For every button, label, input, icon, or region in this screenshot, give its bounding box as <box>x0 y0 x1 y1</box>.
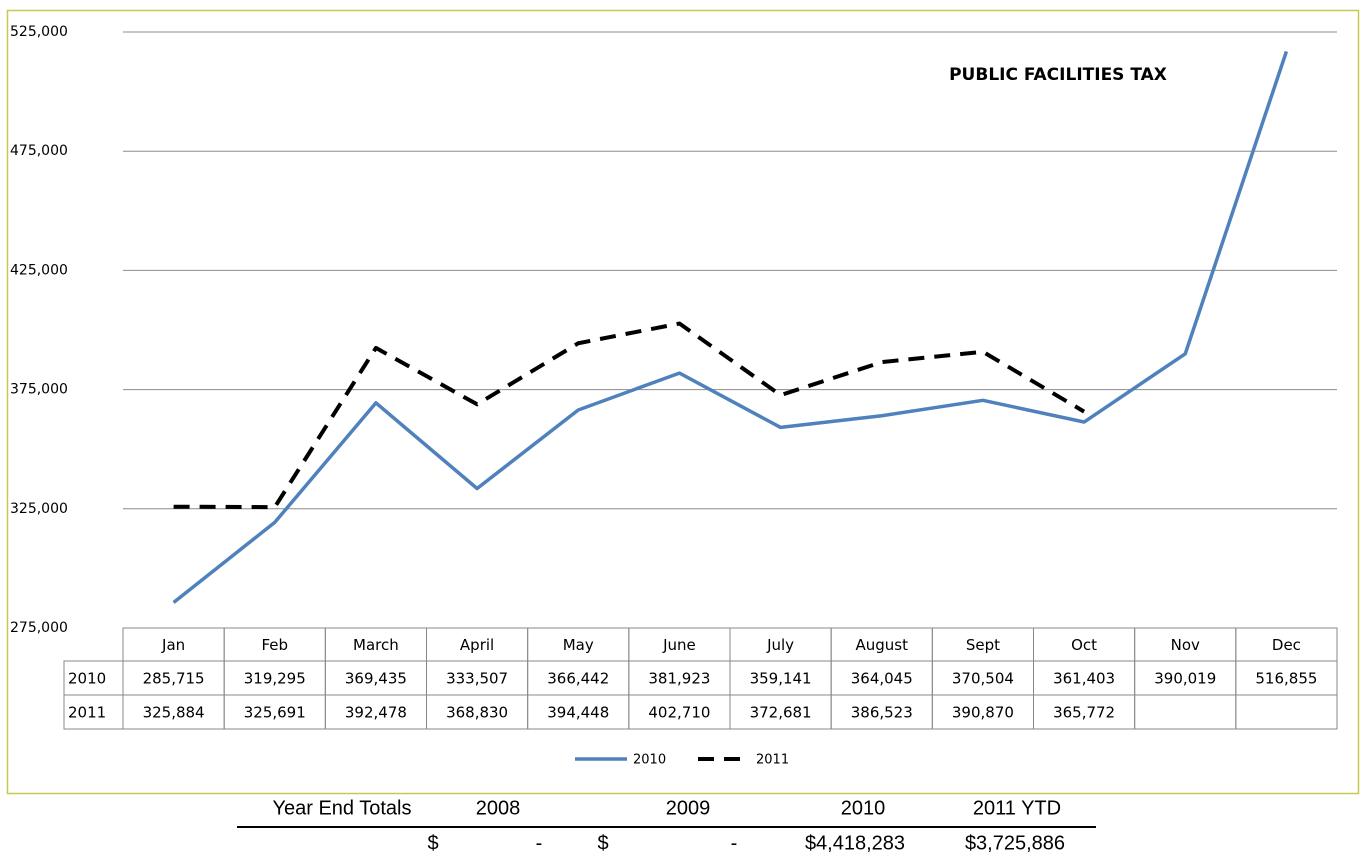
table-value: 319,295 <box>244 670 306 688</box>
table-value: 392,478 <box>345 704 407 722</box>
totals-header: 2008 <box>476 797 521 819</box>
legend-label: 2011 <box>756 753 789 768</box>
table-cell <box>1235 694 1338 730</box>
table-value: 333,507 <box>446 670 508 688</box>
totals-header: Year End Totals <box>273 797 412 819</box>
totals-cell: $ <box>427 832 438 854</box>
table-value: 390,870 <box>952 704 1014 722</box>
totals-header: 2010 <box>841 797 886 819</box>
y-tick-label: 525,000 <box>10 24 68 40</box>
y-tick-label: 425,000 <box>10 262 68 278</box>
x-tick-label: August <box>856 636 909 654</box>
y-tick-label: 475,000 <box>10 143 68 159</box>
x-tick-label: Nov <box>1171 636 1200 654</box>
table-value: 364,045 <box>851 670 913 688</box>
totals-cell: - <box>536 832 543 854</box>
table-value: 370,504 <box>952 670 1014 688</box>
x-tick-label: Jan <box>161 636 185 654</box>
totals-cell: $ <box>597 832 608 854</box>
totals-cell: $3,725,886 <box>965 832 1065 854</box>
table-value: 394,448 <box>547 704 609 722</box>
table-value: 285,715 <box>143 670 205 688</box>
x-tick-label: June <box>662 636 696 654</box>
y-tick-label: 325,000 <box>10 501 68 517</box>
table-value: 381,923 <box>648 670 710 688</box>
table-row-label: 2011 <box>68 704 106 722</box>
totals-cell: $4,418,283 <box>805 832 905 854</box>
table-value: 386,523 <box>851 704 913 722</box>
totals-header: 2009 <box>666 797 711 819</box>
x-tick-label: July <box>766 636 794 654</box>
table-cell <box>63 694 124 730</box>
y-tick-label: 375,000 <box>10 382 68 398</box>
x-tick-label: Dec <box>1272 636 1301 654</box>
table-value: 359,141 <box>750 670 812 688</box>
x-tick-label: March <box>353 636 399 654</box>
x-tick-label: Sept <box>966 636 1000 654</box>
table-value: 402,710 <box>648 704 710 722</box>
table-value: 325,691 <box>244 704 306 722</box>
x-tick-label: Feb <box>261 636 288 654</box>
x-tick-label: May <box>563 636 594 654</box>
table-row-label: 2010 <box>68 670 106 688</box>
totals-header: 2011 YTD <box>973 797 1061 819</box>
y-tick-label: 275,000 <box>10 620 68 636</box>
table-value: 368,830 <box>446 704 508 722</box>
table-value: 366,442 <box>547 670 609 688</box>
x-tick-label: Oct <box>1071 636 1097 654</box>
series-line <box>172 50 1289 604</box>
table-value: 325,884 <box>143 704 205 722</box>
table-value: 372,681 <box>750 704 812 722</box>
legend-label: 2010 <box>633 753 666 768</box>
table-value: 390,019 <box>1154 670 1216 688</box>
table-value: 365,772 <box>1053 704 1115 722</box>
table-value: 369,435 <box>345 670 407 688</box>
x-tick-label: April <box>460 636 494 654</box>
chart-title: PUBLIC FACILITIES TAX <box>949 65 1167 85</box>
table-value: 361,403 <box>1053 670 1115 688</box>
chart-border <box>6 9 1360 795</box>
table-value: 516,855 <box>1255 670 1317 688</box>
totals-cell: - <box>731 832 738 854</box>
series-line <box>173 321 1086 510</box>
